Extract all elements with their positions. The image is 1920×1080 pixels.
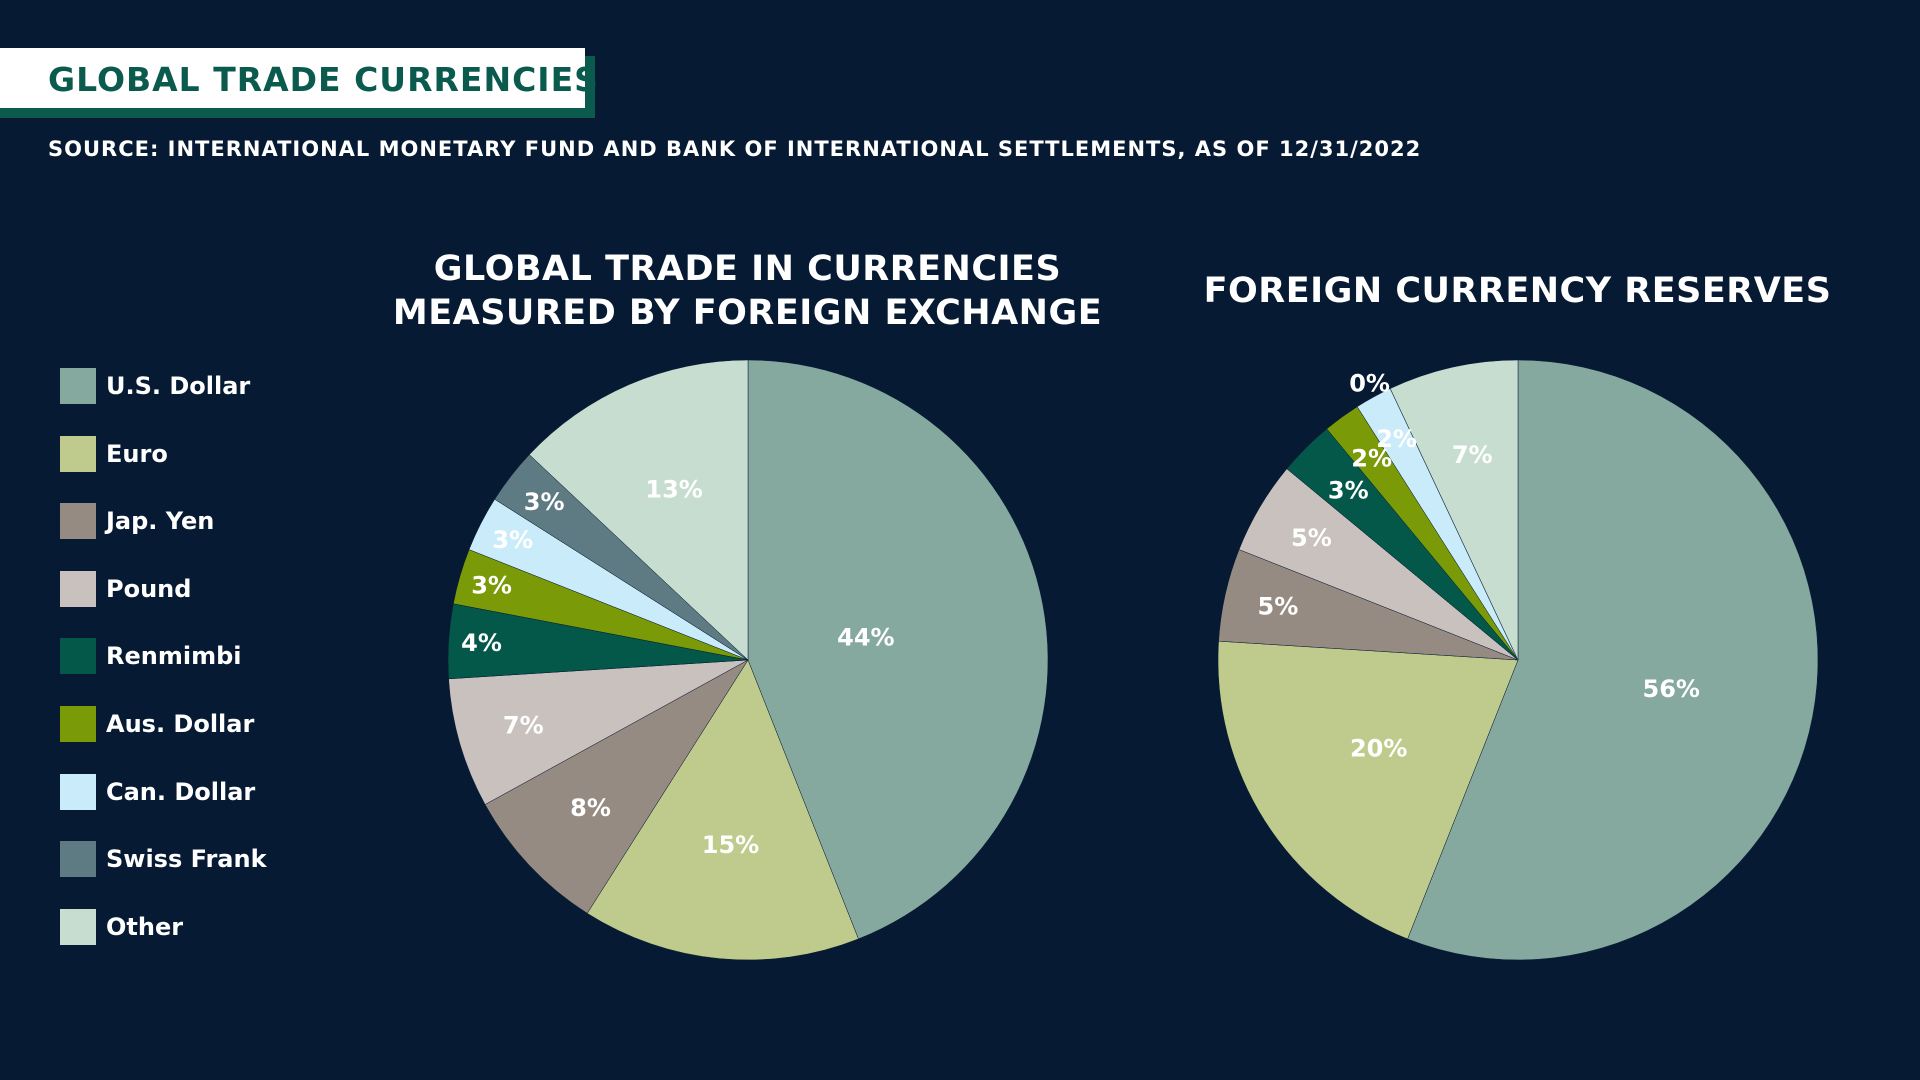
pie-chart-1: 56%20%5%5%3%2%2%0%7% [1217, 359, 1819, 961]
legend-label: Renmimbi [106, 642, 242, 671]
pie-data-label: 7% [1452, 441, 1493, 469]
pie-slice-other [1389, 359, 1519, 661]
chart-title-foreign-exchange: GLOBAL TRADE IN CURRENCIES MEASURED BY F… [380, 247, 1115, 335]
legend-item: Euro [60, 435, 320, 472]
pie-data-label: 44% [837, 624, 894, 652]
legend-label: Aus. Dollar [106, 710, 255, 738]
pie-slice-other [528, 359, 749, 661]
pie-data-label: 2% [1376, 425, 1417, 453]
pie-chart-0: 44% 15% 8% 7% 4% 3% 3% 3% 13% [447, 359, 1049, 961]
legend-item: Other [60, 908, 320, 945]
legend-swatch [60, 368, 96, 404]
legend-item: U.S. Dollar [60, 368, 320, 404]
legend-item: Jap. Yen [60, 503, 320, 540]
legend-label: Swiss Frank [106, 845, 267, 874]
pie-slice-u-s-dollar [747, 359, 1049, 940]
chart-title-line: FOREIGN CURRENCY RESERVES [1203, 271, 1832, 311]
pie-slice-jap-yen [484, 659, 749, 914]
legend-swatch [60, 908, 96, 945]
pie-data-label: 5% [1258, 592, 1299, 620]
pie-data-label: 15% [702, 831, 759, 859]
pie-slice-pound [448, 659, 749, 805]
legend-label: U.S. Dollar [106, 372, 251, 400]
legend-item: Aus. Dollar [60, 706, 320, 742]
pie-data-label: 3% [492, 526, 533, 554]
legend-swatch [60, 841, 96, 878]
pie-data-label: 2% [1351, 445, 1392, 473]
chart-title-line: GLOBAL TRADE IN CURRENCIES [433, 249, 1062, 289]
pie-slice-euro [586, 659, 859, 961]
legend-item: Swiss Frank [60, 841, 320, 878]
legend-swatch [60, 706, 96, 742]
legend-item: Pound [60, 570, 320, 607]
legend-label: Jap. Yen [106, 507, 215, 536]
chart-title-line: MEASURED BY FOREIGN EXCHANGE [392, 293, 1103, 333]
source-note: SOURCE: INTERNATIONAL MONETARY FUND AND … [48, 137, 1422, 161]
pie-slice-euro [1217, 640, 1519, 940]
pie-data-label: 4% [461, 629, 502, 657]
pie-data-label: 5% [1291, 524, 1332, 552]
legend-label: Pound [106, 574, 192, 603]
pie-data-label: 56% [1643, 675, 1700, 703]
legend-label: Can. Dollar [106, 777, 256, 806]
legend-swatch [60, 773, 96, 810]
pie-data-label: 0% [1349, 369, 1390, 397]
pie-data-label: 3% [471, 572, 512, 600]
legend-label: Other [106, 912, 184, 941]
pie-data-label: 8% [570, 794, 611, 822]
legend-swatch [60, 638, 96, 675]
legend-label: Euro [106, 439, 168, 468]
pie-data-label: 13% [645, 475, 702, 503]
chart-title-currency-reserves: FOREIGN CURRENCY RESERVES [1150, 269, 1885, 313]
pie-slice-u-s-dollar [1407, 359, 1819, 961]
title-box [0, 48, 585, 108]
pie-data-label: 20% [1350, 734, 1407, 762]
legend-swatch [60, 435, 96, 472]
pie-data-label: 3% [1328, 476, 1369, 504]
pie-data-label: 7% [503, 711, 544, 739]
page-title: GLOBAL TRADE CURRENCIES [48, 60, 599, 99]
legend-swatch [60, 503, 96, 540]
legend-item: Can. Dollar [60, 773, 320, 810]
pie-data-label: 3% [524, 488, 565, 516]
legend-swatch [60, 570, 96, 607]
legend-item: Renmimbi [60, 638, 320, 675]
